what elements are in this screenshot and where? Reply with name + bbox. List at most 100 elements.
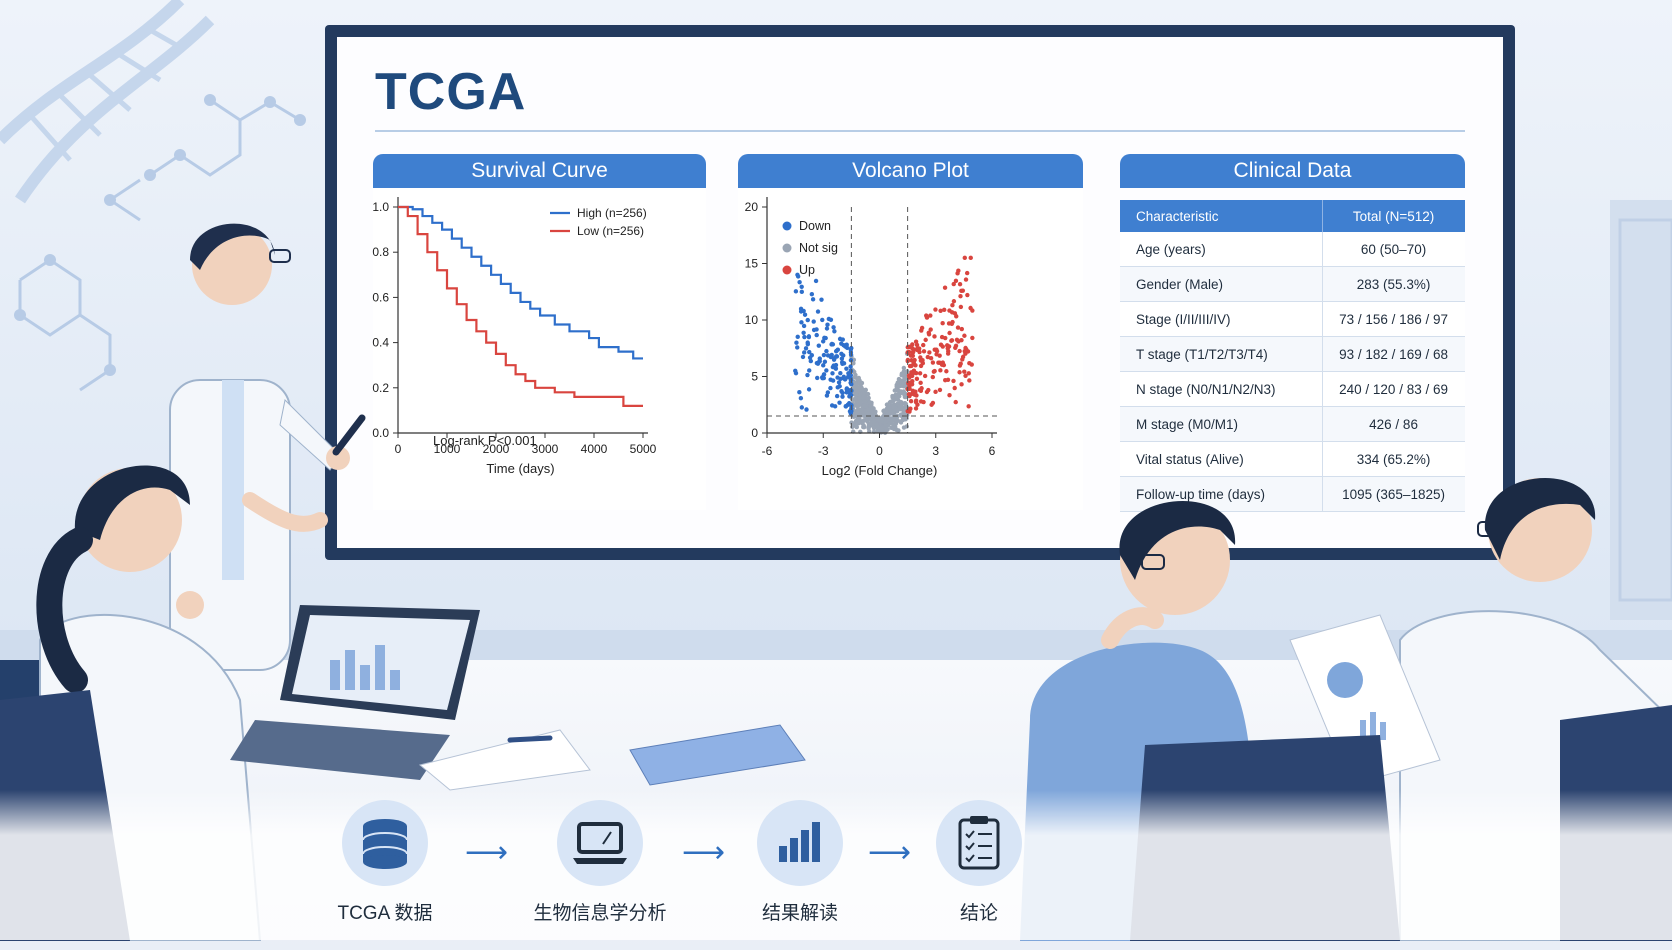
down-point [821, 375, 826, 381]
y-tick-label: 10 [745, 313, 759, 327]
down-point [836, 380, 842, 385]
survival-legend: High (n=256) Low (n=256) [550, 206, 647, 238]
down-point [840, 337, 845, 342]
not-sig-point [901, 365, 907, 371]
not-sig-point [891, 422, 897, 427]
up-point [917, 371, 923, 376]
down-point [795, 334, 800, 340]
legend-label: Not sig [799, 241, 838, 255]
not-sig-point [861, 411, 866, 416]
dna-helix-decoration [0, 0, 215, 204]
x-tick-label: 5000 [630, 442, 657, 456]
up-point [913, 370, 919, 376]
x-tick-label: 3 [932, 444, 939, 458]
y-tick-label: 15 [745, 257, 759, 271]
up-point [964, 347, 969, 352]
x-axis-label: Log2 (Fold Change) [822, 463, 938, 478]
x-tick-label: 2000 [483, 442, 510, 456]
molecule-decoration [14, 94, 306, 392]
not-sig-point [891, 416, 897, 421]
down-point [822, 359, 828, 364]
up-point [957, 348, 962, 354]
not-sig-point [855, 389, 860, 394]
down-point [824, 393, 830, 398]
volcano-points [793, 255, 975, 435]
down-point [823, 335, 828, 341]
survival-panel-header: Survival Curve [373, 154, 706, 188]
not-sig-point [902, 375, 907, 381]
down-point [824, 368, 829, 373]
not-sig-point [866, 411, 872, 416]
down-point [848, 364, 853, 369]
down-point [835, 375, 840, 380]
not-sig-point [898, 419, 903, 424]
workflow-step-circle [342, 800, 428, 886]
up-point [913, 406, 919, 411]
up-point [908, 399, 914, 404]
down-point [844, 390, 849, 395]
down-point [807, 368, 812, 373]
up-point [921, 399, 926, 405]
not-sig-point [893, 392, 898, 397]
down-point [838, 371, 843, 376]
not-sig-point [851, 360, 856, 366]
characteristic-cell: Gender (Male) [1120, 266, 1323, 302]
not-sig-point [861, 424, 867, 430]
down-point [806, 334, 812, 340]
up-point [940, 321, 945, 326]
x-tick-label: -6 [762, 444, 773, 458]
down-point [804, 407, 809, 412]
up-point [943, 377, 948, 383]
down-point [819, 297, 824, 302]
up-point [969, 362, 974, 367]
down-point [834, 393, 840, 399]
y-tick-label: 20 [745, 200, 759, 214]
down-point [802, 312, 808, 317]
volcano-panel-header: Volcano Plot [738, 154, 1083, 188]
header-total: Total (N=512) [1322, 200, 1465, 232]
up-point [963, 277, 969, 282]
down-point [828, 377, 833, 382]
up-point [910, 342, 915, 347]
characteristic-cell: M stage (M0/M1) [1120, 406, 1323, 442]
workflow-step-results: 结果解读 [705, 800, 895, 925]
down-point [839, 356, 845, 361]
down-point [799, 320, 804, 325]
characteristic-cell: N stage (N0/N1/N2/N3) [1120, 371, 1323, 407]
legend-label: Low (n=256) [577, 224, 644, 238]
down-point [828, 385, 833, 391]
characteristic-cell: Vital status (Alive) [1120, 441, 1323, 477]
down-point [797, 279, 802, 285]
up-point [955, 325, 961, 330]
down-point [821, 352, 827, 358]
up-point [930, 400, 936, 406]
table-header-row: Characteristic Total (N=512) [1120, 200, 1465, 232]
not-sig-point [903, 417, 908, 422]
up-point [970, 335, 975, 341]
not-sig-point [858, 399, 863, 405]
not-sig-point [896, 406, 902, 411]
not-sig-point [866, 425, 871, 430]
workflow-step-circle [557, 800, 643, 886]
up-point [958, 304, 964, 310]
header-characteristic: Characteristic [1120, 200, 1323, 232]
up-point [962, 333, 967, 338]
not-sig-point [867, 400, 873, 405]
up-point [968, 255, 973, 261]
down-point [800, 354, 806, 360]
up-point [924, 389, 930, 395]
down-point [843, 404, 849, 409]
down-point [814, 332, 819, 338]
down-point [816, 343, 821, 348]
up-point [944, 369, 949, 374]
down-point [829, 403, 835, 408]
up-point [917, 349, 922, 355]
not-sig-point [898, 412, 903, 417]
clipboard-icon [958, 816, 1000, 870]
workflow-step-conclusion: 结论 [884, 800, 1074, 925]
y-tick-label: 0.4 [372, 336, 389, 350]
up-point [960, 357, 965, 362]
up-point [943, 335, 948, 341]
down-point [825, 353, 831, 358]
